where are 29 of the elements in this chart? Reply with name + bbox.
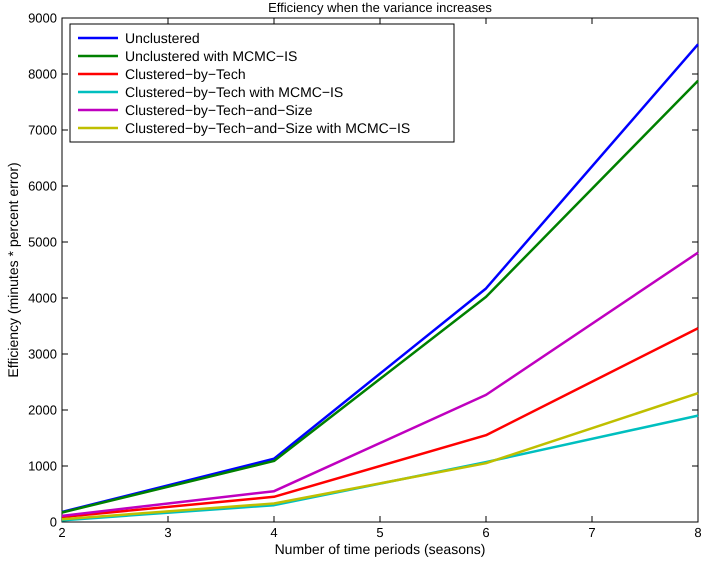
y-tick-label: 1000 [28, 458, 57, 474]
legend-label: Clustered−by−Tech [125, 66, 246, 82]
line-series [60, 251, 700, 518]
legend-label: Unclustered with MCMC−IS [125, 48, 298, 64]
legend-label: Clustered−by−Tech−and−Size [125, 102, 313, 118]
x-tick-label: 6 [482, 525, 490, 540]
chart-title: Efficiency when the variance increases [268, 0, 492, 15]
legend-label: Clustered−by−Tech with MCMC−IS [125, 84, 344, 100]
x-tick-label: 7 [588, 525, 596, 540]
y-tick-label: 3000 [28, 346, 57, 362]
line-series [60, 392, 700, 520]
x-axis-title: Number of time periods (seasons) [274, 541, 486, 557]
x-tick-label: 3 [164, 525, 172, 540]
y-tick-label: 7000 [28, 122, 57, 138]
x-tick-label: 8 [694, 525, 702, 540]
y-tick-label: 8000 [28, 66, 57, 82]
y-tick-label: 0 [50, 514, 57, 530]
legend-label: Clustered−by−Tech−and−Size with MCMC−IS [125, 120, 410, 136]
x-tick-label: 5 [376, 525, 384, 540]
y-tick-label: 2000 [28, 402, 57, 418]
legend-label: Unclustered [125, 30, 200, 46]
y-tick-label: 9000 [28, 10, 57, 26]
y-tick-label: 5000 [28, 234, 57, 250]
line-series [60, 326, 700, 518]
x-tick-label: 2 [58, 525, 66, 540]
y-tick-label: 4000 [28, 290, 57, 306]
y-axis-title: Efficiency (minutes * percent error) [5, 162, 21, 378]
y-tick-label: 6000 [28, 178, 57, 194]
x-tick-label: 4 [270, 525, 278, 540]
